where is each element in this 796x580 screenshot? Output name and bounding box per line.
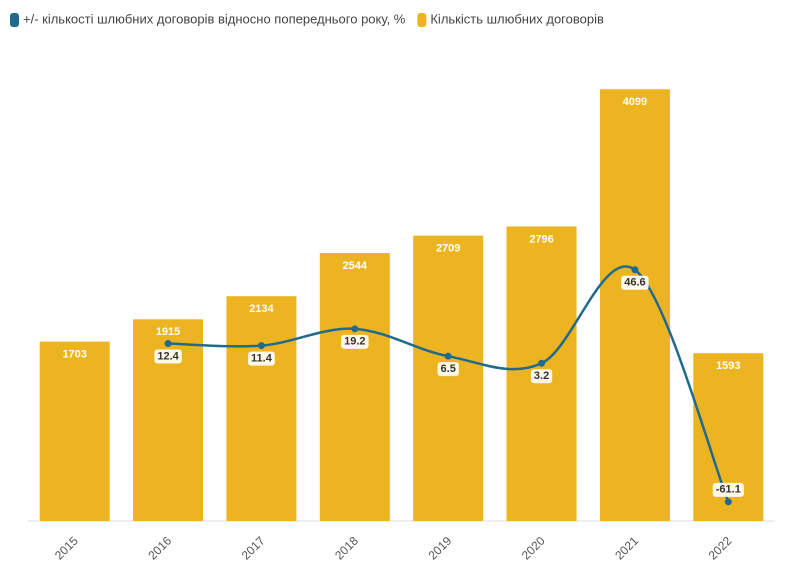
bar-value-label: 2709 bbox=[436, 243, 460, 255]
x-tick-label: 2017 bbox=[239, 533, 268, 562]
line-value-label: 12.4 bbox=[157, 350, 179, 362]
x-tick-label: 2019 bbox=[426, 533, 455, 562]
bar bbox=[319, 253, 390, 522]
legend-swatch bbox=[10, 13, 19, 27]
line-point bbox=[351, 325, 359, 333]
line-value-label: 6.5 bbox=[441, 363, 456, 375]
line-point bbox=[724, 498, 732, 506]
x-tick-label: 2020 bbox=[519, 533, 548, 562]
line-label-bg bbox=[437, 362, 459, 377]
bar-value-label: 2134 bbox=[249, 303, 274, 315]
line-point bbox=[444, 352, 452, 360]
bar-value-label: 1915 bbox=[156, 326, 180, 338]
x-tick-label: 2022 bbox=[706, 533, 735, 562]
x-tick-label: 2021 bbox=[612, 533, 641, 562]
line-value-label: 11.4 bbox=[251, 353, 273, 365]
x-tick-label: 2015 bbox=[52, 533, 81, 562]
line-label-bg bbox=[712, 482, 744, 497]
line-label-bg bbox=[341, 334, 369, 349]
line-value-label: -61.1 bbox=[716, 484, 741, 496]
bar bbox=[413, 235, 484, 522]
line-label-bg bbox=[530, 369, 553, 384]
line-point bbox=[631, 266, 639, 274]
line-point bbox=[538, 359, 546, 367]
line-label-bg bbox=[621, 275, 649, 290]
line-point bbox=[257, 342, 265, 350]
x-tick-label: 2016 bbox=[145, 533, 174, 562]
bar-value-label: 4099 bbox=[623, 96, 647, 108]
bar-value-label: 2796 bbox=[529, 233, 553, 245]
line bbox=[168, 265, 730, 503]
bar bbox=[226, 296, 297, 521]
bar bbox=[39, 341, 110, 521]
legend-swatch bbox=[417, 13, 427, 27]
bar bbox=[599, 89, 670, 521]
line-value-label: 19.2 bbox=[344, 336, 365, 348]
bar-value-label: 2544 bbox=[343, 260, 368, 272]
line-label-bg bbox=[248, 351, 275, 366]
line-label-bg bbox=[154, 349, 182, 364]
legend-label: +/- кількості шлюбних договорів відносно… bbox=[23, 11, 406, 26]
line-value-label: 46.6 bbox=[624, 277, 645, 289]
line-value-label: 3.2 bbox=[534, 370, 549, 382]
legend-label: Кількість шлюбних договорів bbox=[430, 11, 604, 26]
line-point bbox=[164, 339, 172, 347]
bar-value-label: 1593 bbox=[716, 360, 740, 372]
bar-value-label: 1703 bbox=[62, 349, 86, 361]
x-tick-label: 2018 bbox=[332, 533, 361, 562]
